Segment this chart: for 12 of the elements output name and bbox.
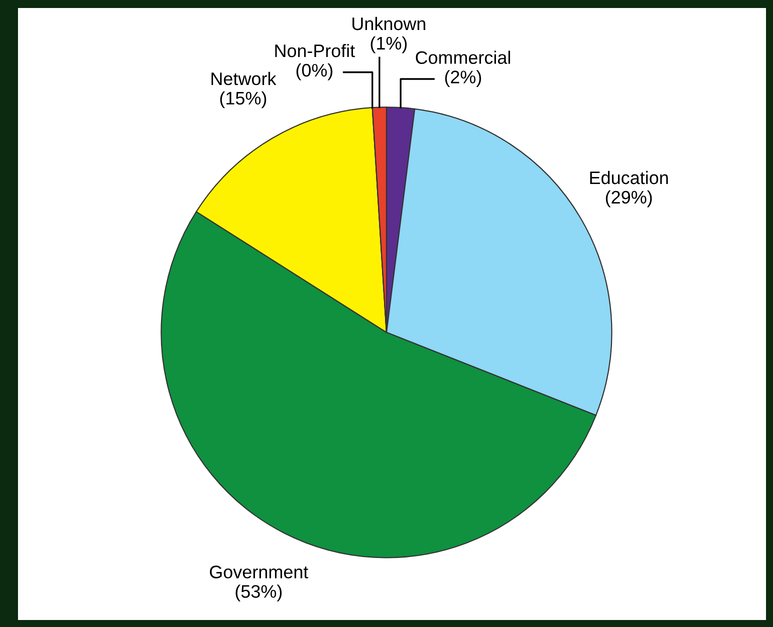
slice-label: Commercial <box>416 50 510 64</box>
slice-label: Government <box>210 566 308 578</box>
data-label: (15%) <box>220 91 266 108</box>
data-label: (2%) <box>445 70 482 87</box>
data-label: (1%) <box>370 36 407 54</box>
slice-label: Network <box>212 72 276 86</box>
text: (0%) <box>296 63 332 80</box>
data-label: (53%) <box>236 584 282 602</box>
category-label: Non-Profit <box>275 44 355 58</box>
slice-label: Education <box>590 170 668 184</box>
data-label: (29%) <box>606 190 652 208</box>
slice-label: Unknown <box>352 16 426 30</box>
